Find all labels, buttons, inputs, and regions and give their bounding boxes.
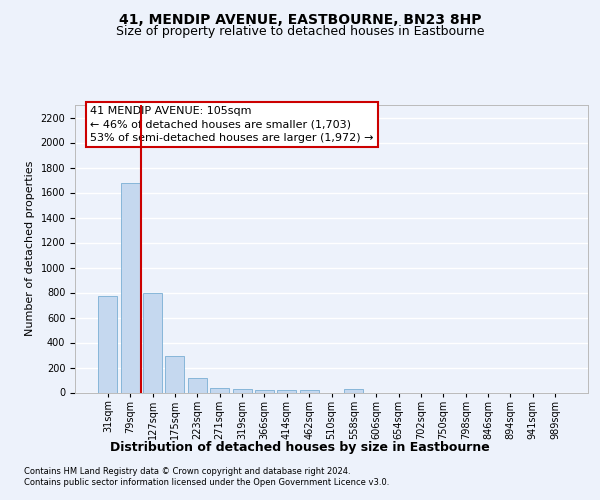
Y-axis label: Number of detached properties: Number of detached properties <box>25 161 35 336</box>
Bar <box>98 296 118 392</box>
Bar <box>277 390 296 392</box>
Text: Contains public sector information licensed under the Open Government Licence v3: Contains public sector information licen… <box>24 478 389 487</box>
Bar <box>233 390 251 392</box>
Text: Size of property relative to detached houses in Eastbourne: Size of property relative to detached ho… <box>116 25 484 38</box>
Bar <box>255 390 274 392</box>
Bar <box>143 293 162 392</box>
Bar <box>299 390 319 392</box>
Bar <box>121 182 140 392</box>
Text: 41 MENDIP AVENUE: 105sqm
← 46% of detached houses are smaller (1,703)
53% of sem: 41 MENDIP AVENUE: 105sqm ← 46% of detach… <box>91 106 374 143</box>
Text: 41, MENDIP AVENUE, EASTBOURNE, BN23 8HP: 41, MENDIP AVENUE, EASTBOURNE, BN23 8HP <box>119 12 481 26</box>
Text: Distribution of detached houses by size in Eastbourne: Distribution of detached houses by size … <box>110 441 490 454</box>
Text: Contains HM Land Registry data © Crown copyright and database right 2024.: Contains HM Land Registry data © Crown c… <box>24 468 350 476</box>
Bar <box>344 390 364 392</box>
Bar <box>210 388 229 392</box>
Bar <box>166 356 184 393</box>
Bar <box>188 378 207 392</box>
